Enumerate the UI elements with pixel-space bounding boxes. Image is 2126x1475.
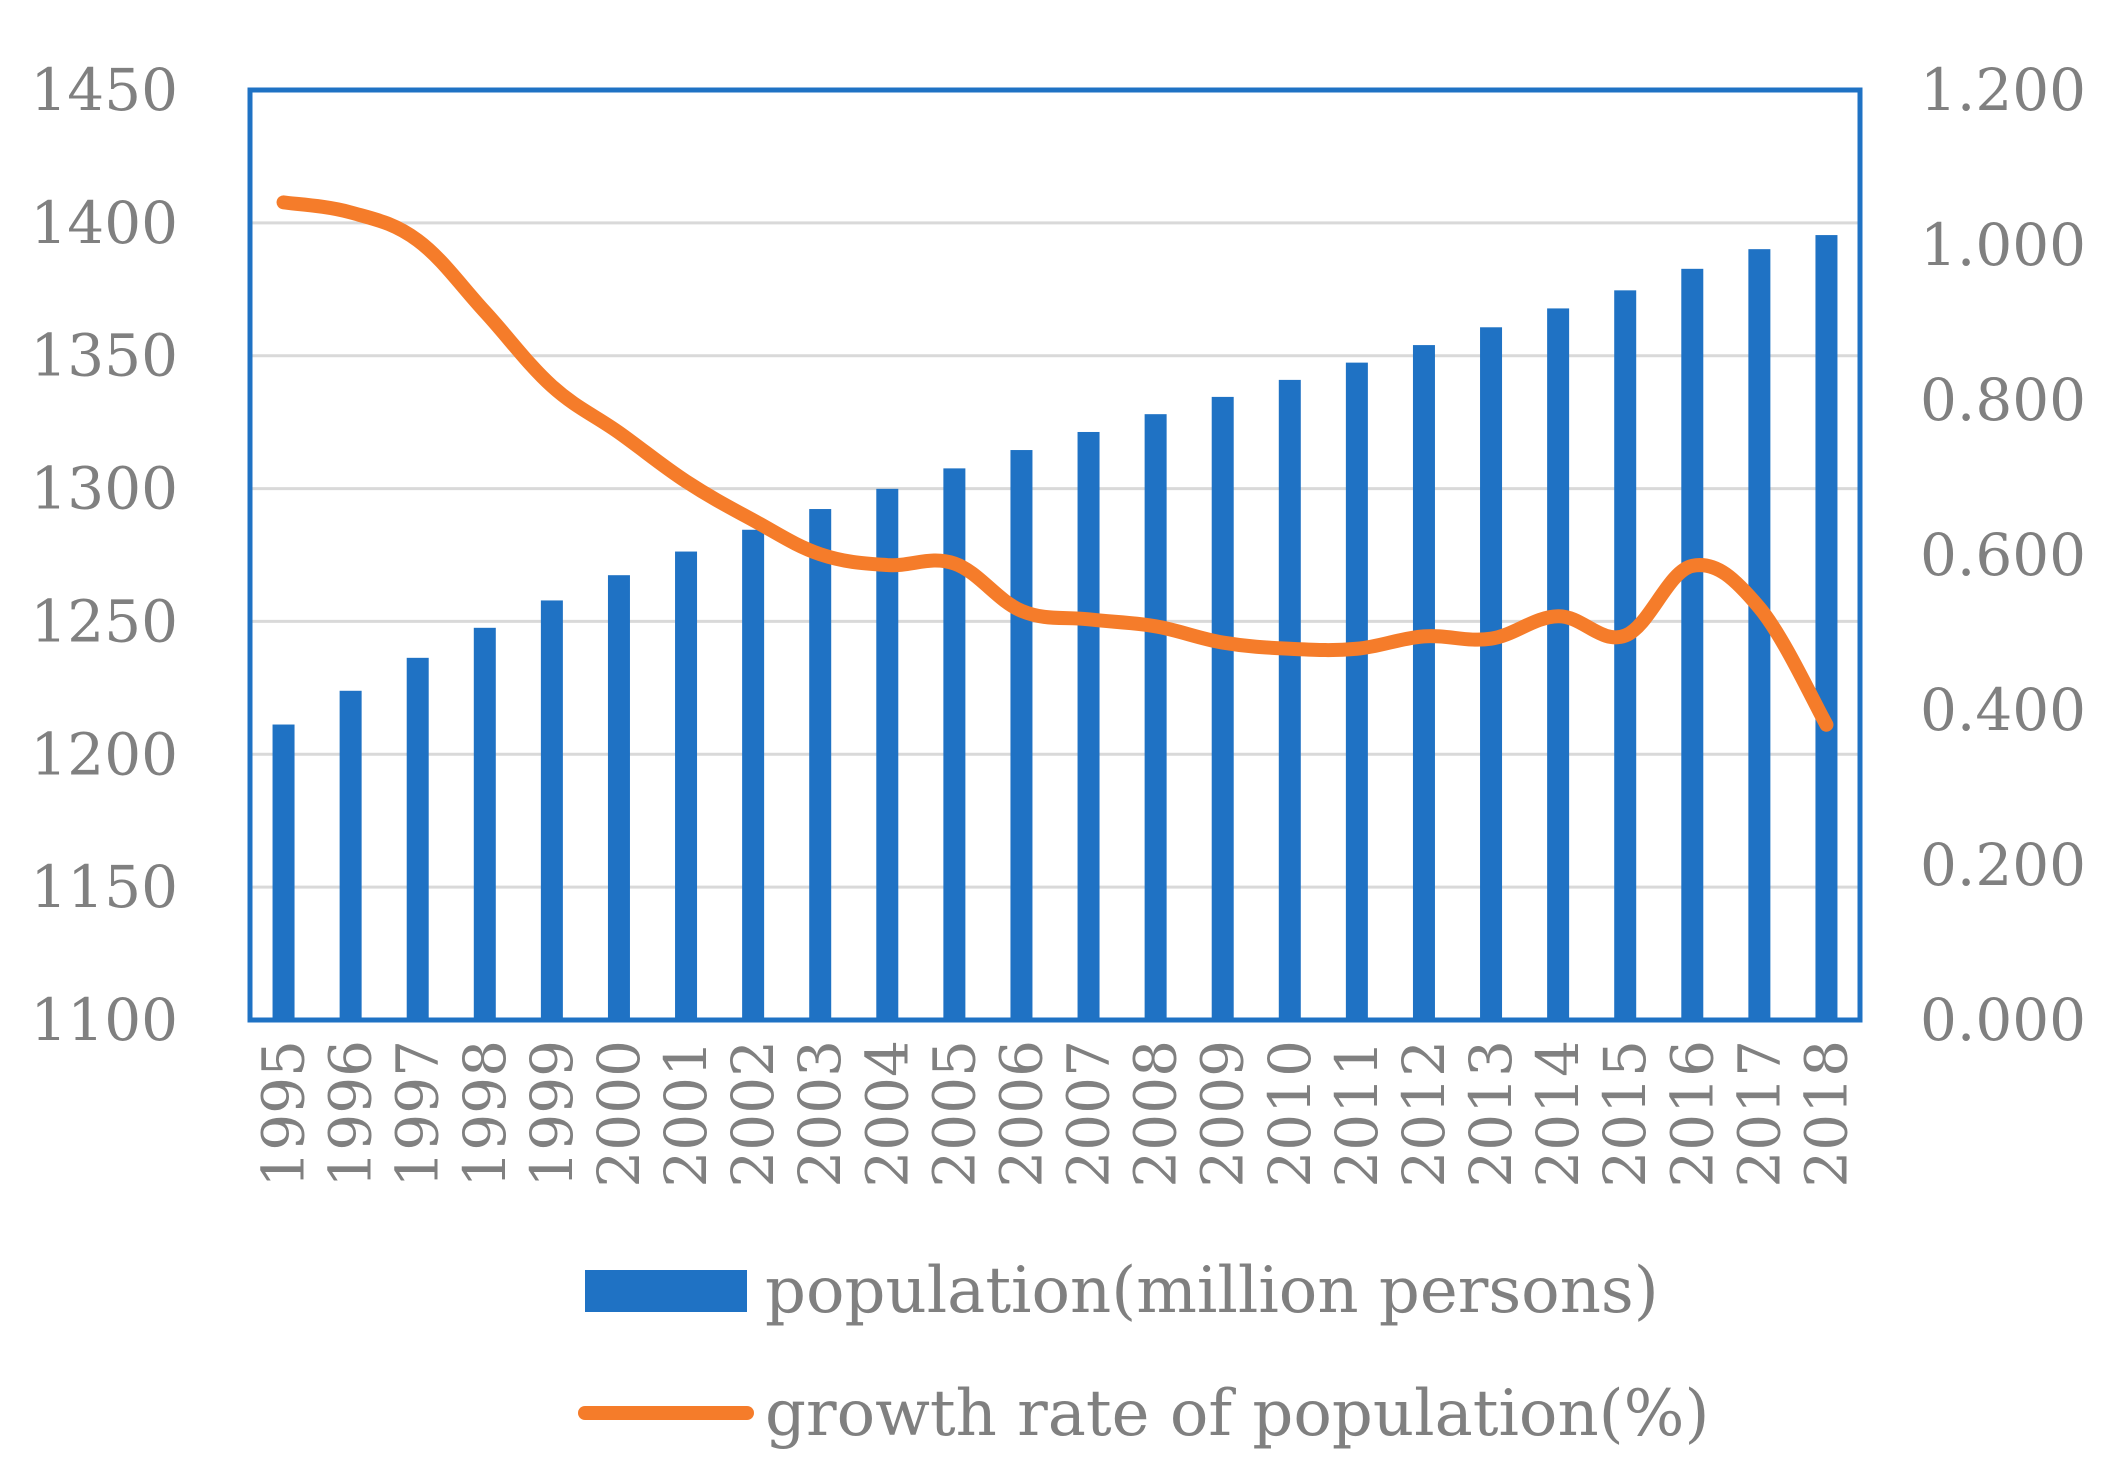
left-tick-label: 1150 <box>30 853 178 921</box>
legend-bar-label: population(million persons) <box>765 1254 1659 1328</box>
x-tick-label: 2008 <box>1122 1040 1190 1188</box>
x-tick-label: 2017 <box>1725 1040 1793 1188</box>
population-bar <box>1345 362 1368 1020</box>
x-tick-label: 2016 <box>1658 1040 1726 1188</box>
population-bar <box>742 529 765 1020</box>
x-tick-label: 2002 <box>719 1040 787 1188</box>
x-axis: 1995 1996 1997 1998 1999 2000 2001 2002 2003 2004… <box>250 1040 1861 1188</box>
population-bar <box>876 488 899 1020</box>
population-bar <box>1077 431 1100 1021</box>
right-tick-label: 0.800 <box>1920 366 2086 434</box>
x-tick-label: 2013 <box>1457 1040 1525 1188</box>
x-tick-label: 2018 <box>1792 1040 1860 1188</box>
population-bar <box>473 627 496 1020</box>
population-bars <box>272 235 1838 1021</box>
x-tick-label: 2005 <box>920 1040 988 1188</box>
right-tick-label: 0.200 <box>1920 831 2086 899</box>
x-tick-label: 2014 <box>1524 1040 1592 1188</box>
population-bar <box>1815 235 1838 1020</box>
legend: population(million persons) growth rate … <box>578 1254 1709 1451</box>
left-axis: 1100 1150 1200 1250 1300 1350 1400 1450 <box>30 56 178 1054</box>
x-tick-label: 2007 <box>1055 1040 1123 1188</box>
x-tick-label: 2011 <box>1323 1040 1391 1188</box>
population-bar <box>1278 379 1301 1020</box>
left-tick-label: 1100 <box>30 986 178 1054</box>
x-tick-label: 2003 <box>786 1040 854 1188</box>
population-bar <box>1748 249 1771 1021</box>
x-tick-label: 2009 <box>1189 1040 1257 1188</box>
x-tick-label: 2004 <box>853 1040 921 1188</box>
population-bar <box>1681 268 1704 1021</box>
x-tick-label: 2006 <box>987 1040 1055 1188</box>
left-tick-label: 1300 <box>30 455 178 523</box>
left-tick-label: 1450 <box>30 56 178 124</box>
population-bar <box>1144 414 1167 1021</box>
right-axis: 0.000 0.200 0.400 0.600 0.800 1.000 1.200 <box>1920 56 2086 1054</box>
population-bar <box>607 575 630 1020</box>
population-bar <box>809 509 832 1020</box>
legend-line-label: growth rate of population(%) <box>765 1377 1709 1451</box>
population-bar <box>1211 396 1234 1020</box>
x-tick-label: 2010 <box>1256 1040 1324 1188</box>
x-tick-label: 1996 <box>317 1040 385 1188</box>
right-tick-label: 1.200 <box>1920 56 2086 124</box>
population-bar <box>1010 450 1033 1020</box>
x-tick-label: 2012 <box>1390 1040 1458 1188</box>
x-tick-label: 1995 <box>250 1040 318 1188</box>
population-bar <box>406 657 429 1020</box>
plot-area-border <box>247 87 1863 1023</box>
population-bar <box>1614 290 1637 1020</box>
legend-bar-swatch <box>585 1270 747 1312</box>
growth-rate-line <box>276 195 1834 732</box>
left-tick-label: 1250 <box>30 587 178 655</box>
population-bar <box>1412 345 1435 1021</box>
x-tick-label: 1998 <box>451 1040 519 1188</box>
right-tick-label: 0.600 <box>1920 521 2086 589</box>
population-bar <box>540 600 563 1020</box>
x-tick-label: 2001 <box>652 1040 720 1188</box>
population-bar <box>1547 308 1570 1021</box>
x-tick-label: 1999 <box>518 1040 586 1188</box>
right-tick-label: 0.400 <box>1920 676 2086 744</box>
x-tick-label: 2015 <box>1591 1040 1659 1188</box>
right-tick-label: 1.000 <box>1920 211 2086 279</box>
population-bar <box>943 468 966 1020</box>
population-bar <box>1480 327 1503 1021</box>
left-tick-label: 1400 <box>30 189 178 257</box>
population-bar <box>272 724 295 1020</box>
population-bar <box>339 690 362 1020</box>
left-tick-label: 1200 <box>30 720 178 788</box>
x-tick-label: 2000 <box>585 1040 653 1188</box>
left-tick-label: 1350 <box>30 322 178 390</box>
x-tick-label: 1997 <box>384 1040 452 1188</box>
right-tick-label: 0.000 <box>1920 986 2086 1054</box>
population-bar <box>675 551 698 1020</box>
